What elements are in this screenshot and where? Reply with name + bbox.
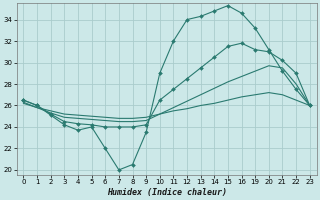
X-axis label: Humidex (Indice chaleur): Humidex (Indice chaleur) bbox=[107, 188, 227, 197]
